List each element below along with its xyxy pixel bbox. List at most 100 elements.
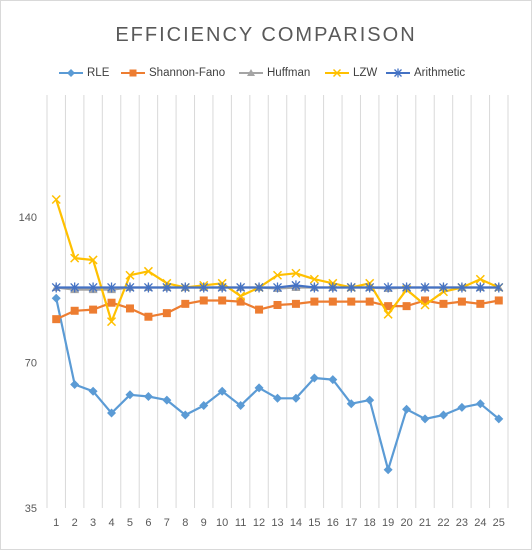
x-tick-label: 12 — [253, 517, 265, 529]
x-tick-label: 14 — [290, 517, 302, 529]
x-tick-label: 13 — [271, 517, 283, 529]
data-point-arithmetic — [254, 282, 264, 293]
data-point-shannon-fano — [181, 299, 190, 308]
legend-swatch-lzw — [325, 68, 349, 78]
x-tick-label: 1 — [53, 517, 59, 529]
data-point-shannon-fano — [162, 309, 171, 318]
data-point-shannon-fano — [494, 296, 503, 305]
data-point-rle — [273, 393, 282, 403]
data-point-arithmetic — [199, 282, 209, 293]
data-point-rle — [457, 402, 467, 412]
data-point-rle — [309, 373, 319, 383]
legend-item-lzw: LZW — [324, 64, 377, 82]
data-point-arithmetic — [309, 282, 319, 293]
x-tick-label: 15 — [308, 517, 320, 529]
data-point-shannon-fano — [89, 305, 98, 314]
x-tick-label: 8 — [182, 517, 188, 529]
data-point-rle — [51, 293, 61, 303]
data-point-arithmetic — [236, 282, 246, 293]
data-point-shannon-fano — [144, 312, 153, 321]
legend-item-rle: RLE — [58, 64, 109, 82]
data-point-shannon-fano — [125, 304, 134, 313]
data-point-rle — [143, 392, 153, 402]
data-point-rle — [365, 395, 375, 405]
data-point-rle — [217, 386, 227, 396]
data-point-shannon-fano — [476, 299, 485, 308]
x-tick-label: 11 — [235, 517, 246, 529]
x-tick-label: 3 — [90, 517, 96, 529]
legend-swatch-shannon-fano — [121, 69, 145, 77]
legend-swatch-huffman — [239, 69, 263, 76]
data-point-arithmetic — [475, 282, 485, 293]
data-point-rle — [438, 410, 448, 420]
data-point-shannon-fano — [255, 305, 264, 314]
x-tick-label: 19 — [382, 517, 394, 529]
data-point-lzw — [475, 274, 485, 284]
data-point-shannon-fano — [70, 306, 79, 315]
data-point-shannon-fano — [199, 296, 208, 305]
data-point-rle — [494, 414, 504, 424]
data-point-shannon-fano — [291, 299, 300, 308]
data-point-arithmetic — [494, 282, 504, 293]
data-point-lzw — [125, 270, 135, 280]
data-point-rle — [475, 399, 485, 409]
x-tick-label: 17 — [345, 517, 357, 529]
x-tick-label: 6 — [145, 517, 151, 529]
data-point-rle — [162, 395, 172, 405]
data-point-shannon-fano — [439, 299, 448, 308]
data-point-arithmetic — [125, 282, 135, 293]
data-point-arithmetic — [162, 282, 172, 293]
data-point-rle — [254, 383, 264, 393]
data-point-lzw — [272, 270, 283, 280]
data-point-rle — [125, 390, 135, 400]
x-tick-label: 7 — [164, 517, 170, 529]
data-point-arithmetic — [383, 282, 393, 293]
legend-item-huffman: Huffman — [238, 64, 310, 82]
data-point-rle — [70, 380, 80, 390]
x-tick-label: 10 — [216, 517, 228, 529]
data-point-arithmetic — [107, 282, 116, 293]
data-point-shannon-fano — [347, 297, 356, 306]
legend-item-arithmetic: Arithmetic — [385, 64, 465, 82]
data-point-lzw — [291, 268, 301, 278]
data-point-rle — [420, 414, 430, 424]
legend-label: Shannon-Fano — [149, 67, 226, 79]
data-point-shannon-fano — [236, 297, 245, 306]
data-point-arithmetic — [402, 282, 412, 293]
data-point-rle — [291, 393, 301, 403]
data-point-arithmetic — [51, 282, 61, 293]
chart-title: EFFICIENCY COMPARISON — [115, 24, 417, 46]
data-point-shannon-fano — [457, 297, 466, 306]
x-tick-label: 24 — [474, 517, 486, 529]
data-point-shannon-fano — [402, 302, 411, 311]
data-point-arithmetic — [365, 282, 375, 293]
data-point-lzw — [309, 274, 319, 284]
data-point-shannon-fano — [107, 298, 116, 307]
data-point-arithmetic — [143, 282, 153, 293]
data-point-lzw — [107, 317, 117, 327]
data-point-arithmetic — [420, 282, 430, 293]
data-point-arithmetic — [217, 282, 227, 293]
legend-label: LZW — [353, 67, 378, 79]
x-tick-label: 23 — [456, 517, 468, 529]
x-tick-label: 2 — [72, 517, 78, 529]
x-tick-label: 9 — [201, 517, 207, 529]
legend-label: Arithmetic — [414, 67, 466, 79]
x-tick-label: 4 — [108, 517, 114, 529]
x-tick-label: 20 — [400, 517, 412, 529]
data-point-rle — [402, 404, 412, 414]
data-point-arithmetic — [70, 282, 80, 293]
y-tick-label: 35 — [25, 503, 37, 515]
legend-label: RLE — [87, 67, 110, 79]
data-point-arithmetic — [457, 282, 467, 293]
data-point-rle — [383, 465, 393, 475]
series-line-rle — [55, 297, 500, 471]
data-point-arithmetic — [291, 280, 301, 291]
x-tick-label: 21 — [419, 517, 431, 529]
data-point-lzw — [70, 253, 80, 263]
data-point-arithmetic — [439, 282, 448, 293]
data-point-shannon-fano — [218, 296, 227, 305]
legend-item-shannon-fano: Shannon-Fano — [120, 64, 225, 82]
